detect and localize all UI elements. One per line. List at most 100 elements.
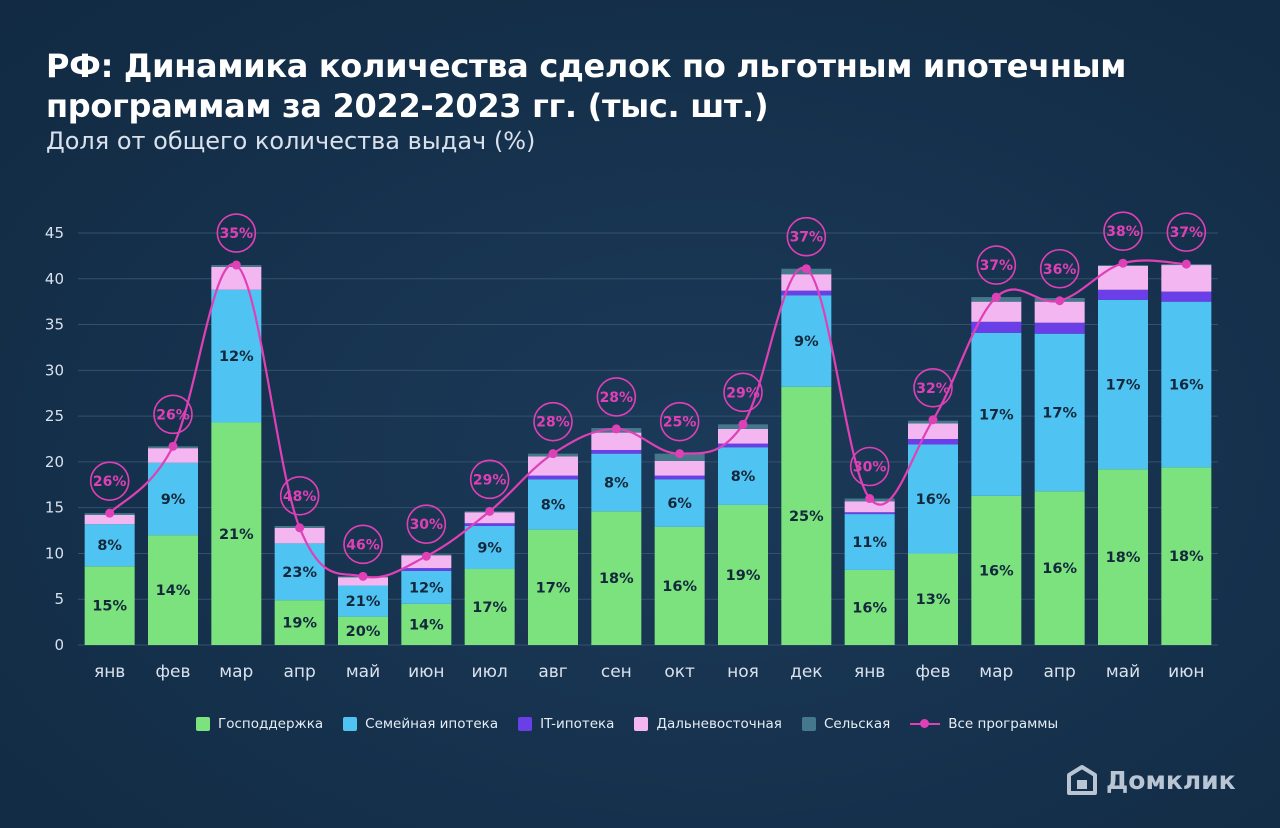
bar-segment-it bbox=[1098, 289, 1148, 300]
line-point-vse bbox=[1055, 296, 1065, 306]
line-point-vse bbox=[168, 441, 178, 451]
share-label: 37% bbox=[790, 230, 824, 246]
bar-segment-gospodderzhka bbox=[844, 569, 895, 645]
data-label-gospodderzhka: 16% bbox=[979, 563, 1014, 579]
line-point-vse bbox=[801, 264, 811, 274]
legend-label: Семейная ипотека bbox=[365, 716, 499, 732]
bar-segment-gospodderzhka bbox=[84, 566, 135, 645]
legend-label: IT-ипотека bbox=[540, 716, 615, 732]
bar-segment-semeynaya bbox=[338, 585, 388, 617]
house-logo-icon bbox=[1066, 764, 1098, 796]
y-tick-label: 35 bbox=[45, 316, 64, 334]
line-point-vse bbox=[231, 260, 241, 270]
x-tick-label: апр bbox=[284, 662, 316, 682]
bar-segment-it bbox=[654, 475, 705, 480]
legend-label: Все программы bbox=[948, 716, 1059, 732]
y-tick-label: 30 bbox=[45, 361, 64, 379]
y-tick-label: 10 bbox=[45, 544, 64, 562]
share-label: 29% bbox=[473, 472, 507, 488]
share-circle bbox=[1103, 211, 1143, 252]
data-label-gospodderzhka: 13% bbox=[916, 592, 951, 608]
data-label-semeynaya: 8% bbox=[604, 475, 629, 491]
data-label-gospodderzhka: 20% bbox=[346, 624, 381, 640]
data-label-gospodderzhka: 17% bbox=[536, 580, 571, 596]
data-label-gospodderzhka: 19% bbox=[282, 616, 317, 632]
bar-segment-dalnevostochnaya bbox=[654, 460, 705, 476]
line-point-vse bbox=[105, 508, 115, 518]
share-circle bbox=[1166, 212, 1207, 252]
bar-segment-gospodderzhka bbox=[1098, 469, 1148, 645]
bar-segment-semeynaya bbox=[1098, 299, 1148, 470]
bar-segment-gospodderzhka bbox=[338, 616, 388, 645]
bar-segment-it bbox=[908, 439, 958, 445]
bar-segment-dalnevostochnaya bbox=[844, 501, 895, 513]
line-point-vse bbox=[1118, 258, 1128, 268]
legend-swatch-vse bbox=[910, 717, 941, 731]
line-point-vse bbox=[421, 551, 431, 561]
bar-segment-semeynaya bbox=[1034, 333, 1085, 492]
legend-swatch-selskaya bbox=[801, 717, 816, 731]
share-label: 38% bbox=[1106, 224, 1140, 240]
legend-swatch-semeynaya bbox=[343, 717, 358, 731]
bar-segment-it bbox=[401, 568, 452, 571]
data-label-semeynaya: 21% bbox=[346, 594, 381, 610]
bar-segment-dalnevostochnaya bbox=[148, 448, 198, 463]
x-tick-label: ноя bbox=[727, 662, 759, 682]
bar-segment-gospodderzhka bbox=[718, 504, 768, 645]
data-label-gospodderzhka: 14% bbox=[409, 617, 444, 633]
share-circle bbox=[723, 372, 763, 413]
line-point-vse bbox=[738, 419, 748, 429]
data-label-gospodderzhka: 18% bbox=[1106, 550, 1141, 566]
legend-swatch-gospodderzhka bbox=[196, 717, 210, 731]
bar-segment-semeynaya bbox=[274, 543, 325, 601]
bar-segment-gospodderzhka bbox=[654, 526, 705, 645]
data-label-gospodderzhka: 16% bbox=[662, 579, 697, 595]
line-vse-programmy bbox=[108, 259, 1187, 579]
legend-label: Сельская bbox=[823, 716, 891, 732]
share-circle bbox=[343, 524, 383, 565]
bar-segment-dalnevostochnaya bbox=[1034, 301, 1085, 323]
share-circle bbox=[596, 377, 637, 417]
bar-segment-it bbox=[464, 523, 515, 526]
share-circle bbox=[786, 216, 827, 257]
share-circle bbox=[1039, 248, 1080, 289]
bar-segment-semeynaya bbox=[148, 462, 198, 536]
y-tick-label: 0 bbox=[54, 636, 64, 654]
data-label-gospodderzhka: 25% bbox=[789, 509, 824, 525]
data-label-semeynaya: 9% bbox=[477, 540, 502, 556]
line-point-vse bbox=[865, 494, 875, 504]
y-tick-label: 20 bbox=[45, 453, 64, 471]
bar-segment-semeynaya bbox=[844, 514, 895, 570]
chart-legend: Господдержка Семейная ипотека IT-ипотека… bbox=[196, 714, 1058, 734]
x-tick-label: фев bbox=[915, 662, 950, 682]
bar-segment-gospodderzhka bbox=[401, 603, 452, 645]
bar-segment-dalnevostochnaya bbox=[528, 456, 578, 476]
y-tick-label: 15 bbox=[45, 499, 64, 517]
data-label-semeynaya: 11% bbox=[852, 535, 887, 551]
line-point-vse bbox=[1181, 259, 1191, 269]
bar-segment-gospodderzhka bbox=[528, 529, 578, 645]
data-label-gospodderzhka: 16% bbox=[852, 600, 887, 616]
y-tick-label: 40 bbox=[45, 270, 64, 288]
data-label-semeynaya: 17% bbox=[1042, 405, 1077, 421]
x-tick-label: мар bbox=[219, 662, 253, 682]
bar-segment-dalnevostochnaya bbox=[1161, 265, 1212, 292]
bar-segment-semeynaya bbox=[401, 570, 452, 604]
bar-segment-semeynaya bbox=[971, 332, 1022, 496]
share-circle bbox=[976, 245, 1017, 285]
legend-item-gospodderzhka: Господдержка bbox=[196, 716, 323, 732]
x-tick-label: мар bbox=[979, 662, 1013, 682]
bar-segment-dalnevostochnaya bbox=[338, 577, 388, 586]
share-circle bbox=[406, 504, 447, 544]
line-point-vse bbox=[548, 449, 558, 459]
share-label: 28% bbox=[600, 390, 634, 406]
x-tick-label: апр bbox=[1044, 662, 1076, 682]
x-tick-label: янв bbox=[94, 662, 125, 682]
bar-segment-semeynaya bbox=[908, 444, 958, 554]
bar-segment-it bbox=[1161, 291, 1212, 302]
data-label-gospodderzhka: 21% bbox=[219, 527, 254, 543]
share-label: 36% bbox=[1043, 262, 1077, 278]
y-tick-label: 5 bbox=[54, 590, 64, 608]
share-label: 28% bbox=[536, 415, 570, 431]
bar-segment-dalnevostochnaya bbox=[274, 527, 325, 544]
